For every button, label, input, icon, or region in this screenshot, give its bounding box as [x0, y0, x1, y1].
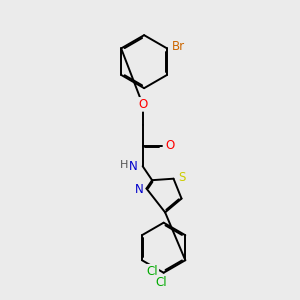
Text: Br: Br	[172, 40, 185, 52]
Text: O: O	[165, 139, 175, 152]
Text: O: O	[138, 98, 147, 111]
Text: N: N	[129, 160, 138, 173]
Text: Cl: Cl	[147, 265, 158, 278]
Text: Cl: Cl	[155, 276, 167, 289]
Text: S: S	[178, 171, 185, 184]
Text: H: H	[120, 160, 129, 170]
Text: N: N	[135, 183, 143, 196]
